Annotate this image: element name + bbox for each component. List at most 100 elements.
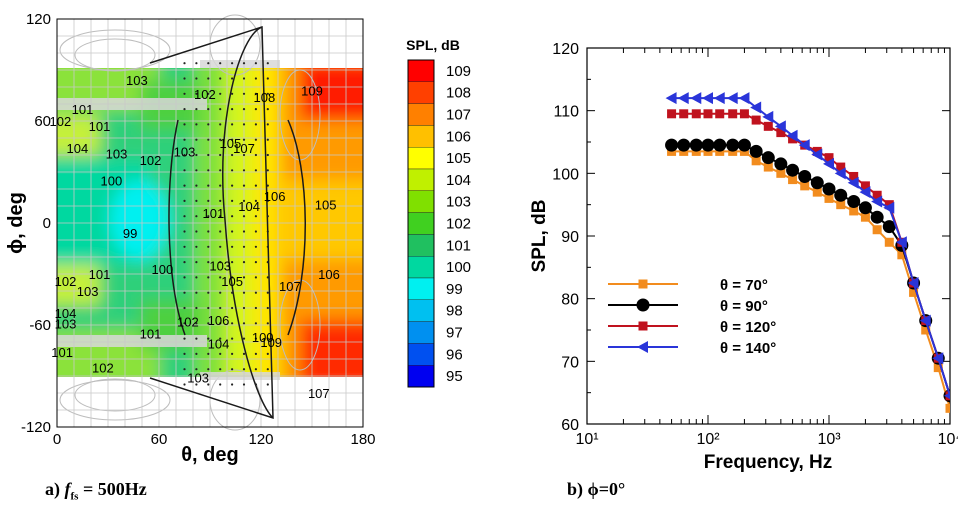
colorbar-label: 103 <box>446 194 471 211</box>
series-point <box>812 187 822 197</box>
series-point <box>823 157 834 170</box>
y-tick-label: 120 <box>26 11 51 28</box>
series-point <box>750 101 762 114</box>
contour-label: 107 <box>308 386 330 401</box>
series-point <box>834 188 848 202</box>
series-point <box>944 392 950 400</box>
series-point <box>739 109 749 119</box>
series-point <box>751 115 761 125</box>
colorbar-label: 105 <box>446 150 471 167</box>
series-point <box>665 138 679 152</box>
series-point <box>895 236 907 249</box>
series-point <box>872 190 882 200</box>
contour-label: 104 <box>55 306 77 321</box>
y-tick-label: 60 <box>561 417 579 434</box>
series-point <box>786 163 800 177</box>
series-point <box>763 162 773 172</box>
series-point <box>728 109 738 119</box>
series-point <box>763 121 773 131</box>
caption-a-prefix: a) <box>45 479 65 499</box>
series-point <box>858 201 872 215</box>
contour-label: 101 <box>203 206 225 221</box>
series-point <box>897 250 907 260</box>
contour-label: 107 <box>279 279 301 294</box>
series-point <box>691 109 701 119</box>
contour-label: 102 <box>50 114 72 129</box>
colorbar-label: 97 <box>446 325 463 342</box>
colorbar-cell <box>407 125 435 148</box>
y-tick-label: -60 <box>29 317 51 334</box>
contour-label: 106 <box>318 267 340 282</box>
legend-marker <box>637 341 648 353</box>
colorbar-cell <box>407 234 435 257</box>
series-point <box>713 138 727 152</box>
contour-panel: 1091081071071071061061061051051051041041… <box>5 11 376 466</box>
series-point <box>834 167 846 180</box>
series-point <box>824 153 834 163</box>
colorbar-cell <box>407 299 435 322</box>
series-point <box>824 193 834 203</box>
contour-label: 102 <box>92 361 114 376</box>
x-tick-label: 10¹ <box>575 431 598 448</box>
contour-label: 106 <box>208 313 230 328</box>
series-point <box>774 120 786 133</box>
colorbar-label: 95 <box>446 368 463 385</box>
y-tick-label: 90 <box>561 229 579 246</box>
legend-label: θ = 140° <box>720 340 776 357</box>
legend-marker <box>638 279 648 289</box>
series-point <box>761 151 775 165</box>
series-point <box>726 138 740 152</box>
y-tick-label: 100 <box>552 166 579 183</box>
series-point <box>665 92 677 105</box>
series-point <box>774 157 788 171</box>
series-point <box>849 171 859 181</box>
caption-a-rest: = 500Hz <box>78 479 147 499</box>
series-point <box>726 92 738 105</box>
series-point <box>921 325 931 335</box>
contour-label: 101 <box>51 345 73 360</box>
colorbar-cell <box>407 277 435 300</box>
x-tick-label: 0 <box>53 431 61 448</box>
caption-a: a) ffs = 500Hz <box>45 479 147 503</box>
y-tick-label: 120 <box>552 41 579 58</box>
series-point <box>836 162 846 172</box>
y-axis-label-spl: SPL, dB <box>529 200 550 273</box>
colorbar: SPL, dB 109 108 107 106 105 104 103 102 101 100 99… <box>406 37 471 388</box>
line-chart: 60 70 80 90 100 110 120 10¹ 10² 10³ 10⁴ θ = 70° θ =… <box>529 41 958 473</box>
contour-label: 107 <box>233 141 255 156</box>
x-tick-label: 10² <box>696 431 720 448</box>
colorbar-cell <box>407 146 435 170</box>
colorbar-cell <box>407 321 435 344</box>
x-axis-label: θ, deg <box>181 444 238 466</box>
colorbar-cell <box>407 190 435 213</box>
x-tick-label: 10³ <box>817 431 841 448</box>
series-point <box>847 195 861 209</box>
series-point <box>836 200 846 210</box>
contour-label: 100 <box>252 330 274 345</box>
series-point <box>849 206 859 216</box>
legend-marker <box>638 321 648 331</box>
colorbar-title: SPL, dB <box>406 37 460 53</box>
series-point <box>860 181 870 191</box>
contour-label: 108 <box>254 90 276 105</box>
x-tick-label: 60 <box>151 431 168 448</box>
series-point <box>702 92 713 105</box>
contour-label: 102 <box>177 315 199 330</box>
colorbar-label: 102 <box>446 216 471 233</box>
series-point <box>907 277 919 289</box>
x-tick-label: 10⁴ <box>938 431 958 448</box>
series-point <box>762 110 774 123</box>
contour-label: 99 <box>123 226 137 241</box>
legend-entry: θ = 70° <box>608 277 768 294</box>
series-point <box>713 92 725 105</box>
series-point <box>870 210 884 224</box>
contour-label: 103 <box>209 259 231 274</box>
series-point <box>933 363 943 373</box>
caption-a-sub: fs <box>70 490 79 503</box>
colorbar-label: 96 <box>446 346 463 363</box>
series-point <box>738 92 750 105</box>
series-point <box>667 109 677 119</box>
contour-label: 104 <box>208 337 230 352</box>
series-point <box>800 181 810 191</box>
series-point <box>871 195 883 208</box>
